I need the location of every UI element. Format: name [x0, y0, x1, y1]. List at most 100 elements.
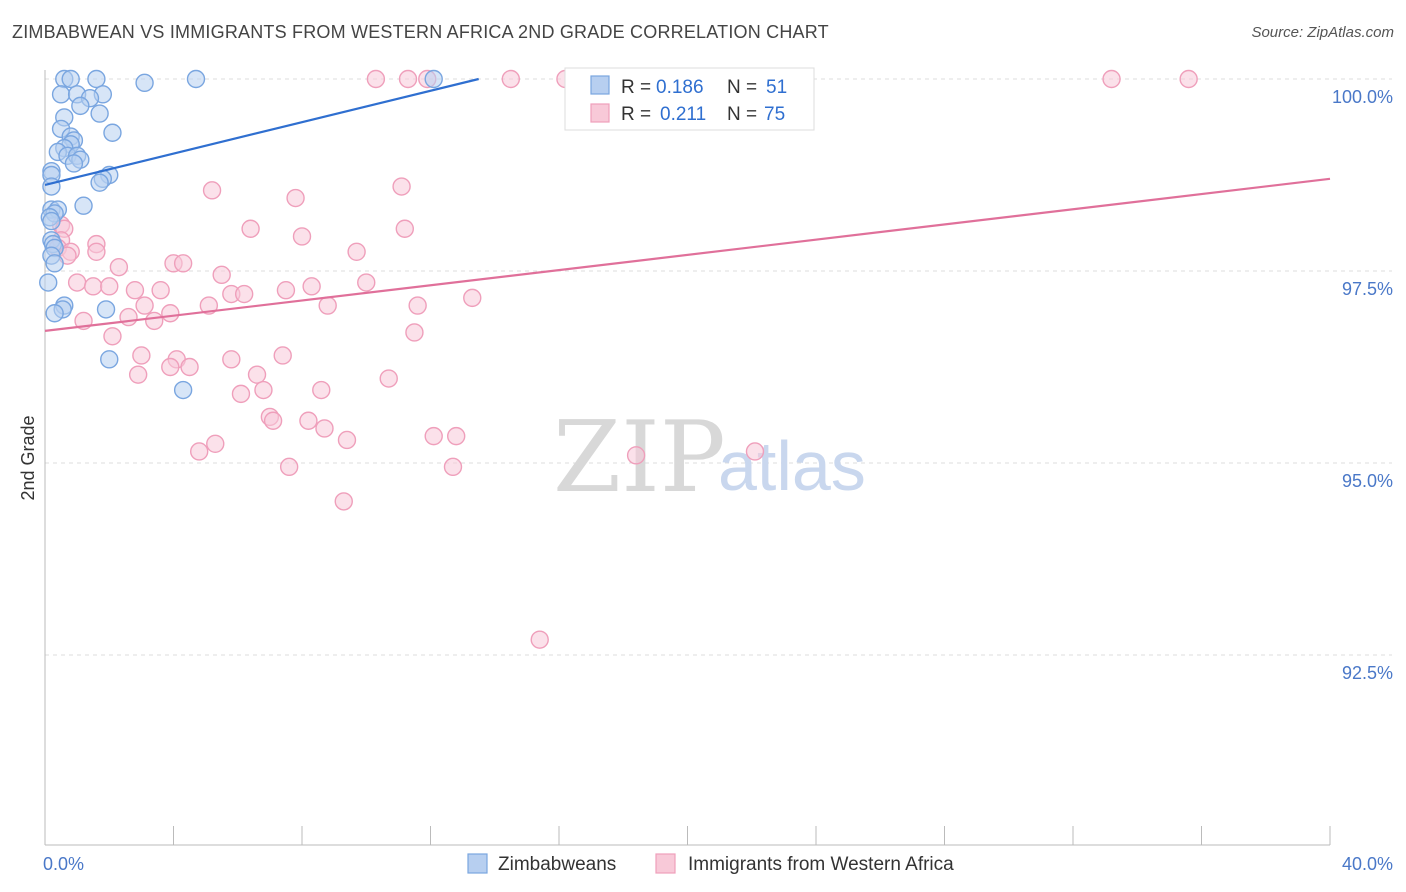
- point-western-africa: [286, 188, 305, 208]
- point-western-africa: [347, 242, 366, 262]
- point-western-africa: [241, 219, 260, 238]
- point-western-africa: [398, 69, 418, 89]
- point-western-africa: [119, 307, 138, 327]
- legend-r-label-1: R =: [621, 77, 651, 98]
- legend-r-value-2: 0.211: [660, 104, 706, 125]
- point-western-africa: [234, 284, 254, 304]
- point-western-africa: [292, 227, 312, 246]
- point-zimbabweans: [90, 104, 109, 123]
- point-western-africa: [254, 380, 273, 400]
- point-western-africa: [1102, 69, 1121, 89]
- legend-r-label-2: R =: [621, 104, 651, 125]
- point-zimbabweans: [74, 196, 93, 215]
- point-western-africa: [626, 446, 646, 465]
- point-zimbabweans: [173, 380, 193, 400]
- point-western-africa: [366, 69, 386, 89]
- y-tick-label: 92.5%: [1342, 663, 1393, 683]
- y-tick-label: 100.0%: [1332, 87, 1393, 107]
- point-western-africa: [501, 69, 521, 89]
- point-western-africa: [447, 426, 466, 446]
- legend-n-value-1: 51: [766, 77, 787, 98]
- y-axis-title: 2nd Grade: [18, 415, 38, 500]
- legend-swatch-blue: [590, 75, 610, 95]
- point-zimbabweans: [100, 350, 119, 369]
- point-western-africa: [392, 177, 411, 196]
- point-western-africa: [273, 346, 292, 365]
- point-western-africa: [318, 296, 337, 315]
- point-western-africa: [109, 257, 129, 277]
- point-zimbabweans: [71, 96, 90, 116]
- point-western-africa: [408, 296, 427, 315]
- point-western-africa: [302, 277, 321, 296]
- x-tick-label: 40.0%: [1342, 854, 1393, 874]
- point-zimbabweans: [42, 211, 61, 231]
- bottom-legend-swatch-pink: [655, 853, 676, 874]
- bottom-legend: Zimbabweans Immigrants from Western Afri…: [467, 853, 954, 875]
- point-western-africa: [189, 442, 209, 461]
- point-western-africa: [1179, 69, 1198, 89]
- point-western-africa: [315, 419, 334, 438]
- point-western-africa: [357, 273, 376, 292]
- point-western-africa: [132, 346, 151, 365]
- point-western-africa: [299, 411, 318, 430]
- point-western-africa: [151, 281, 170, 300]
- legend-n-label-1: N =: [727, 77, 757, 98]
- point-zimbabweans: [103, 123, 122, 142]
- point-western-africa: [395, 219, 414, 238]
- point-western-africa: [231, 384, 251, 404]
- point-zimbabweans: [61, 69, 80, 89]
- point-western-africa: [263, 411, 283, 430]
- trend-lines: [44, 77, 1331, 332]
- data-points: [39, 69, 1198, 649]
- point-western-africa: [334, 492, 353, 511]
- point-western-africa: [405, 323, 424, 342]
- point-western-africa: [206, 434, 225, 453]
- point-western-africa: [745, 442, 765, 461]
- point-western-africa: [145, 311, 164, 331]
- point-zimbabweans: [96, 300, 116, 319]
- point-western-africa: [128, 365, 148, 384]
- point-western-africa: [161, 357, 180, 377]
- legend-n-value-2: 75: [764, 104, 785, 125]
- point-zimbabweans: [45, 254, 64, 273]
- y-tick-labels: 100.0% 97.5% 95.0% 92.5%: [1332, 87, 1393, 683]
- point-western-africa: [247, 365, 267, 384]
- point-western-africa: [100, 277, 119, 296]
- point-western-africa: [125, 281, 145, 300]
- point-western-africa: [443, 457, 463, 477]
- grid: [45, 78, 1392, 656]
- legend-swatch-pink: [590, 103, 610, 123]
- point-western-africa: [463, 288, 482, 308]
- chart-title: ZIMBABWEAN VS IMMIGRANTS FROM WESTERN AF…: [12, 22, 829, 42]
- chart-source: Source: ZipAtlas.com: [1251, 24, 1394, 41]
- point-zimbabweans: [64, 154, 84, 173]
- point-western-africa: [222, 350, 241, 369]
- watermark-atlas: atlas: [718, 427, 866, 505]
- point-western-africa: [212, 265, 231, 285]
- point-zimbabweans: [45, 304, 64, 323]
- point-western-africa: [199, 296, 219, 315]
- point-western-africa: [161, 304, 180, 323]
- trend-line-zimbabweans: [44, 77, 479, 187]
- point-zimbabweans: [39, 273, 58, 292]
- point-western-africa: [379, 369, 398, 388]
- point-western-africa: [530, 630, 549, 649]
- point-zimbabweans: [135, 73, 154, 93]
- axes: [44, 70, 1331, 846]
- y-tick-label: 95.0%: [1342, 471, 1393, 491]
- trend-line-western-africa: [44, 177, 1331, 332]
- point-zimbabweans: [186, 69, 206, 89]
- point-western-africa: [173, 254, 193, 273]
- point-zimbabweans: [51, 85, 71, 104]
- bottom-legend-label-2: Immigrants from Western Africa: [688, 854, 954, 875]
- bottom-legend-label-1: Zimbabweans: [498, 854, 616, 875]
- point-zimbabweans: [424, 69, 443, 89]
- point-zimbabweans: [87, 69, 106, 89]
- point-western-africa: [337, 430, 357, 450]
- watermark: ZIP atlas: [553, 401, 866, 515]
- point-western-africa: [279, 457, 299, 477]
- point-western-africa: [180, 357, 199, 377]
- legend-box: R = 0.186 N = 51 R = 0.211 N = 75: [564, 67, 815, 131]
- point-zimbabweans: [42, 177, 61, 196]
